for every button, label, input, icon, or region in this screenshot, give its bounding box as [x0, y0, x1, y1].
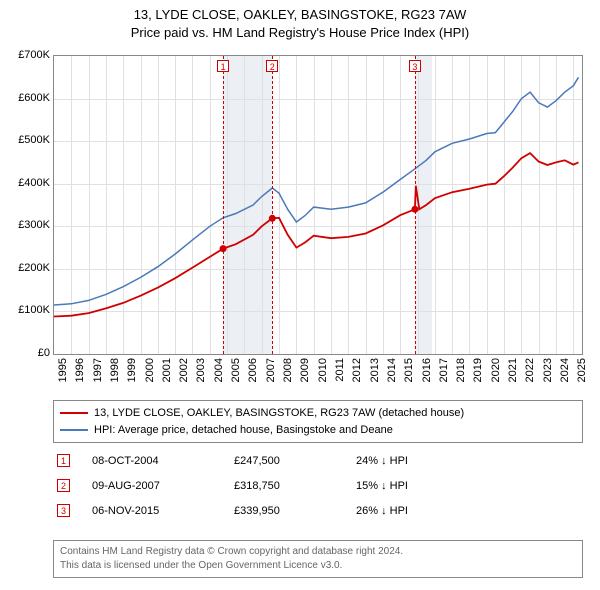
title-line2: Price paid vs. HM Land Registry's House …: [0, 24, 600, 42]
footnote-comparison: 24% ↓ HPI: [356, 455, 583, 467]
title-line1: 13, LYDE CLOSE, OAKLEY, BASINGSTOKE, RG2…: [0, 6, 600, 24]
x-tick-label: 2020: [490, 358, 502, 382]
x-tick-label: 2016: [421, 358, 433, 382]
footnote-row: 2 09-AUG-2007 £318,750 15% ↓ HPI: [53, 473, 583, 498]
sale-vline: [272, 56, 273, 354]
x-tick-label: 1999: [126, 358, 138, 382]
x-tick-label: 2013: [369, 358, 381, 382]
plot-area: 1 2 3: [53, 55, 583, 355]
footnote-num: 2: [57, 479, 70, 492]
footnote-price: £247,500: [234, 455, 334, 467]
x-tick-label: 2007: [265, 358, 277, 382]
x-tick-label: 2023: [542, 358, 554, 382]
legend-row-price: 13, LYDE CLOSE, OAKLEY, BASINGSTOKE, RG2…: [60, 405, 576, 422]
y-tick-label: £700K: [18, 49, 50, 61]
sales-footnotes: 1 08-OCT-2004 £247,500 24% ↓ HPI 2 09-AUG-200…: [53, 448, 583, 523]
x-tick-label: 2008: [282, 358, 294, 382]
x-tick-label: 2015: [403, 358, 415, 382]
y-tick-label: £300K: [18, 219, 50, 231]
x-tick-label: 2018: [455, 358, 467, 382]
x-tick-label: 2010: [317, 358, 329, 382]
legend-row-hpi: HPI: Average price, detached house, Basi…: [60, 422, 576, 439]
x-tick-label: 1995: [57, 358, 69, 382]
x-tick-label: 2000: [144, 358, 156, 382]
line-layer: [54, 56, 582, 354]
x-tick-label: 2012: [351, 358, 363, 382]
x-tick-label: 2006: [247, 358, 259, 382]
series-price: [54, 153, 579, 316]
footnote-date: 09-AUG-2007: [92, 480, 212, 492]
footnote-date: 08-OCT-2004: [92, 455, 212, 467]
x-tick-label: 2009: [299, 358, 311, 382]
sale-marker-box: 1: [217, 60, 229, 72]
x-tick-label: 2001: [161, 358, 173, 382]
source-attribution: Contains HM Land Registry data © Crown c…: [53, 540, 583, 578]
y-tick-label: £0: [38, 347, 50, 359]
y-tick-label: £200K: [18, 262, 50, 274]
series-hpi: [54, 77, 579, 305]
footnote-date: 06-NOV-2015: [92, 505, 212, 517]
x-tick-label: 2011: [334, 358, 346, 382]
sale-vline: [223, 56, 224, 354]
y-tick-label: £500K: [18, 134, 50, 146]
x-tick-label: 2005: [230, 358, 242, 382]
x-tick-label: 2021: [507, 358, 519, 382]
legend-swatch-price: [60, 412, 88, 414]
x-tick-label: 2003: [195, 358, 207, 382]
legend-label-hpi: HPI: Average price, detached house, Basi…: [94, 422, 393, 439]
legend-swatch-hpi: [60, 429, 88, 431]
footnote-price: £339,950: [234, 505, 334, 517]
legend-label-price: 13, LYDE CLOSE, OAKLEY, BASINGSTOKE, RG2…: [94, 405, 464, 422]
sale-marker-box: 3: [409, 60, 421, 72]
x-tick-label: 2019: [472, 358, 484, 382]
y-tick-label: £100K: [18, 304, 50, 316]
footnote-num: 3: [57, 504, 70, 517]
x-tick-label: 2014: [386, 358, 398, 382]
footnote-row: 3 06-NOV-2015 £339,950 26% ↓ HPI: [53, 498, 583, 523]
source-line2: This data is licensed under the Open Gov…: [60, 559, 576, 573]
legend: 13, LYDE CLOSE, OAKLEY, BASINGSTOKE, RG2…: [53, 400, 583, 443]
sale-marker-box: 2: [266, 60, 278, 72]
y-tick-label: £400K: [18, 177, 50, 189]
x-tick-label: 2022: [524, 358, 536, 382]
footnote-price: £318,750: [234, 480, 334, 492]
y-tick-label: £600K: [18, 92, 50, 104]
sale-vline: [415, 56, 416, 354]
x-tick-label: 2024: [559, 358, 571, 382]
footnote-comparison: 15% ↓ HPI: [356, 480, 583, 492]
x-tick-label: 1997: [92, 358, 104, 382]
x-tick-label: 2004: [213, 358, 225, 382]
footnote-comparison: 26% ↓ HPI: [356, 505, 583, 517]
chart-title: 13, LYDE CLOSE, OAKLEY, BASINGSTOKE, RG2…: [0, 0, 600, 42]
x-tick-label: 1996: [74, 358, 86, 382]
chart-container: 13, LYDE CLOSE, OAKLEY, BASINGSTOKE, RG2…: [0, 0, 600, 590]
footnote-num: 1: [57, 454, 70, 467]
x-tick-label: 2017: [438, 358, 450, 382]
x-tick-label: 2002: [178, 358, 190, 382]
x-tick-label: 1998: [109, 358, 121, 382]
footnote-row: 1 08-OCT-2004 £247,500 24% ↓ HPI: [53, 448, 583, 473]
x-tick-label: 2025: [576, 358, 588, 382]
source-line1: Contains HM Land Registry data © Crown c…: [60, 545, 576, 559]
